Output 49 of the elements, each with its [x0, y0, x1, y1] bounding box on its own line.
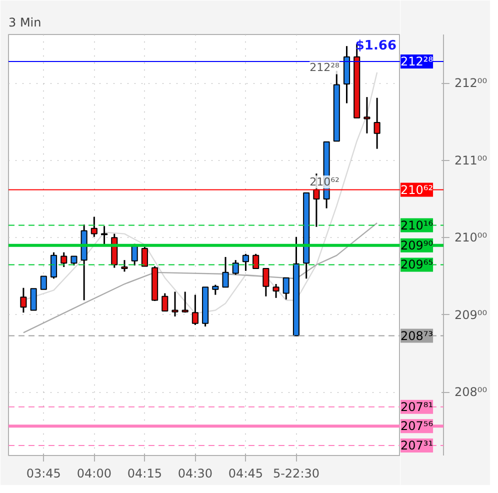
candlestick — [272, 283, 280, 299]
y-tick-label: 208⁰⁰ — [454, 385, 488, 400]
candlestick — [364, 96, 370, 134]
candlestick — [162, 292, 168, 312]
candlestick — [182, 290, 188, 314]
ref-line-label: 207³¹ — [400, 438, 434, 452]
chart-title: 3 Min — [8, 16, 42, 30]
y-tick-label: 209⁰⁰ — [454, 308, 488, 322]
candlestick — [374, 97, 380, 150]
candlestick — [192, 294, 198, 326]
ref-line-label: 207⁵⁶ — [400, 419, 434, 434]
candlestick — [252, 253, 260, 270]
annotation: 212²⁸ — [310, 61, 340, 74]
candlestick — [40, 276, 47, 290]
candlestick — [141, 246, 148, 267]
candlestick — [222, 256, 229, 288]
x-tick-label: 5-22:30 — [272, 466, 320, 480]
ref-line-label: 210¹⁶ — [400, 218, 434, 232]
x-tick-label: 04:30 — [178, 466, 213, 480]
candlestick — [232, 259, 239, 276]
candlestick — [101, 225, 108, 246]
x-tick-label: 03:45 — [26, 466, 61, 480]
annotation: $1.66 — [355, 38, 397, 54]
ref-line-label: 210⁶² — [400, 182, 434, 197]
y-tick-label: 212⁰⁰ — [454, 76, 488, 90]
y-tick-label: 211⁰⁰ — [454, 153, 488, 168]
ref-line-label: 209⁹⁰ — [400, 238, 434, 252]
candlestick — [30, 288, 37, 311]
x-tick-label: 04:15 — [127, 466, 162, 480]
candlestick — [242, 253, 249, 272]
ref-line-label: 212²⁸ — [400, 54, 434, 69]
candlestick — [50, 252, 58, 280]
candlestick — [282, 277, 290, 300]
candlestick — [90, 216, 98, 238]
ref-line-label: 207⁸¹ — [400, 400, 434, 414]
annotation: 210⁶² — [310, 176, 340, 189]
candlestick — [20, 287, 27, 314]
ref-line-label: 209⁶⁵ — [400, 258, 434, 272]
ref-line-label: 208⁷³ — [400, 328, 434, 343]
candlestick — [172, 290, 178, 318]
candlestick — [212, 284, 219, 296]
candlestick — [60, 252, 68, 268]
candlestick — [121, 259, 128, 272]
x-tick-label: 04:00 — [76, 466, 112, 480]
x-tick-label: 04:45 — [228, 466, 264, 480]
y-tick-label: 210⁰⁰ — [454, 230, 488, 245]
candlestick — [262, 268, 270, 298]
candlestick — [70, 255, 78, 266]
line-series — [22, 222, 378, 334]
